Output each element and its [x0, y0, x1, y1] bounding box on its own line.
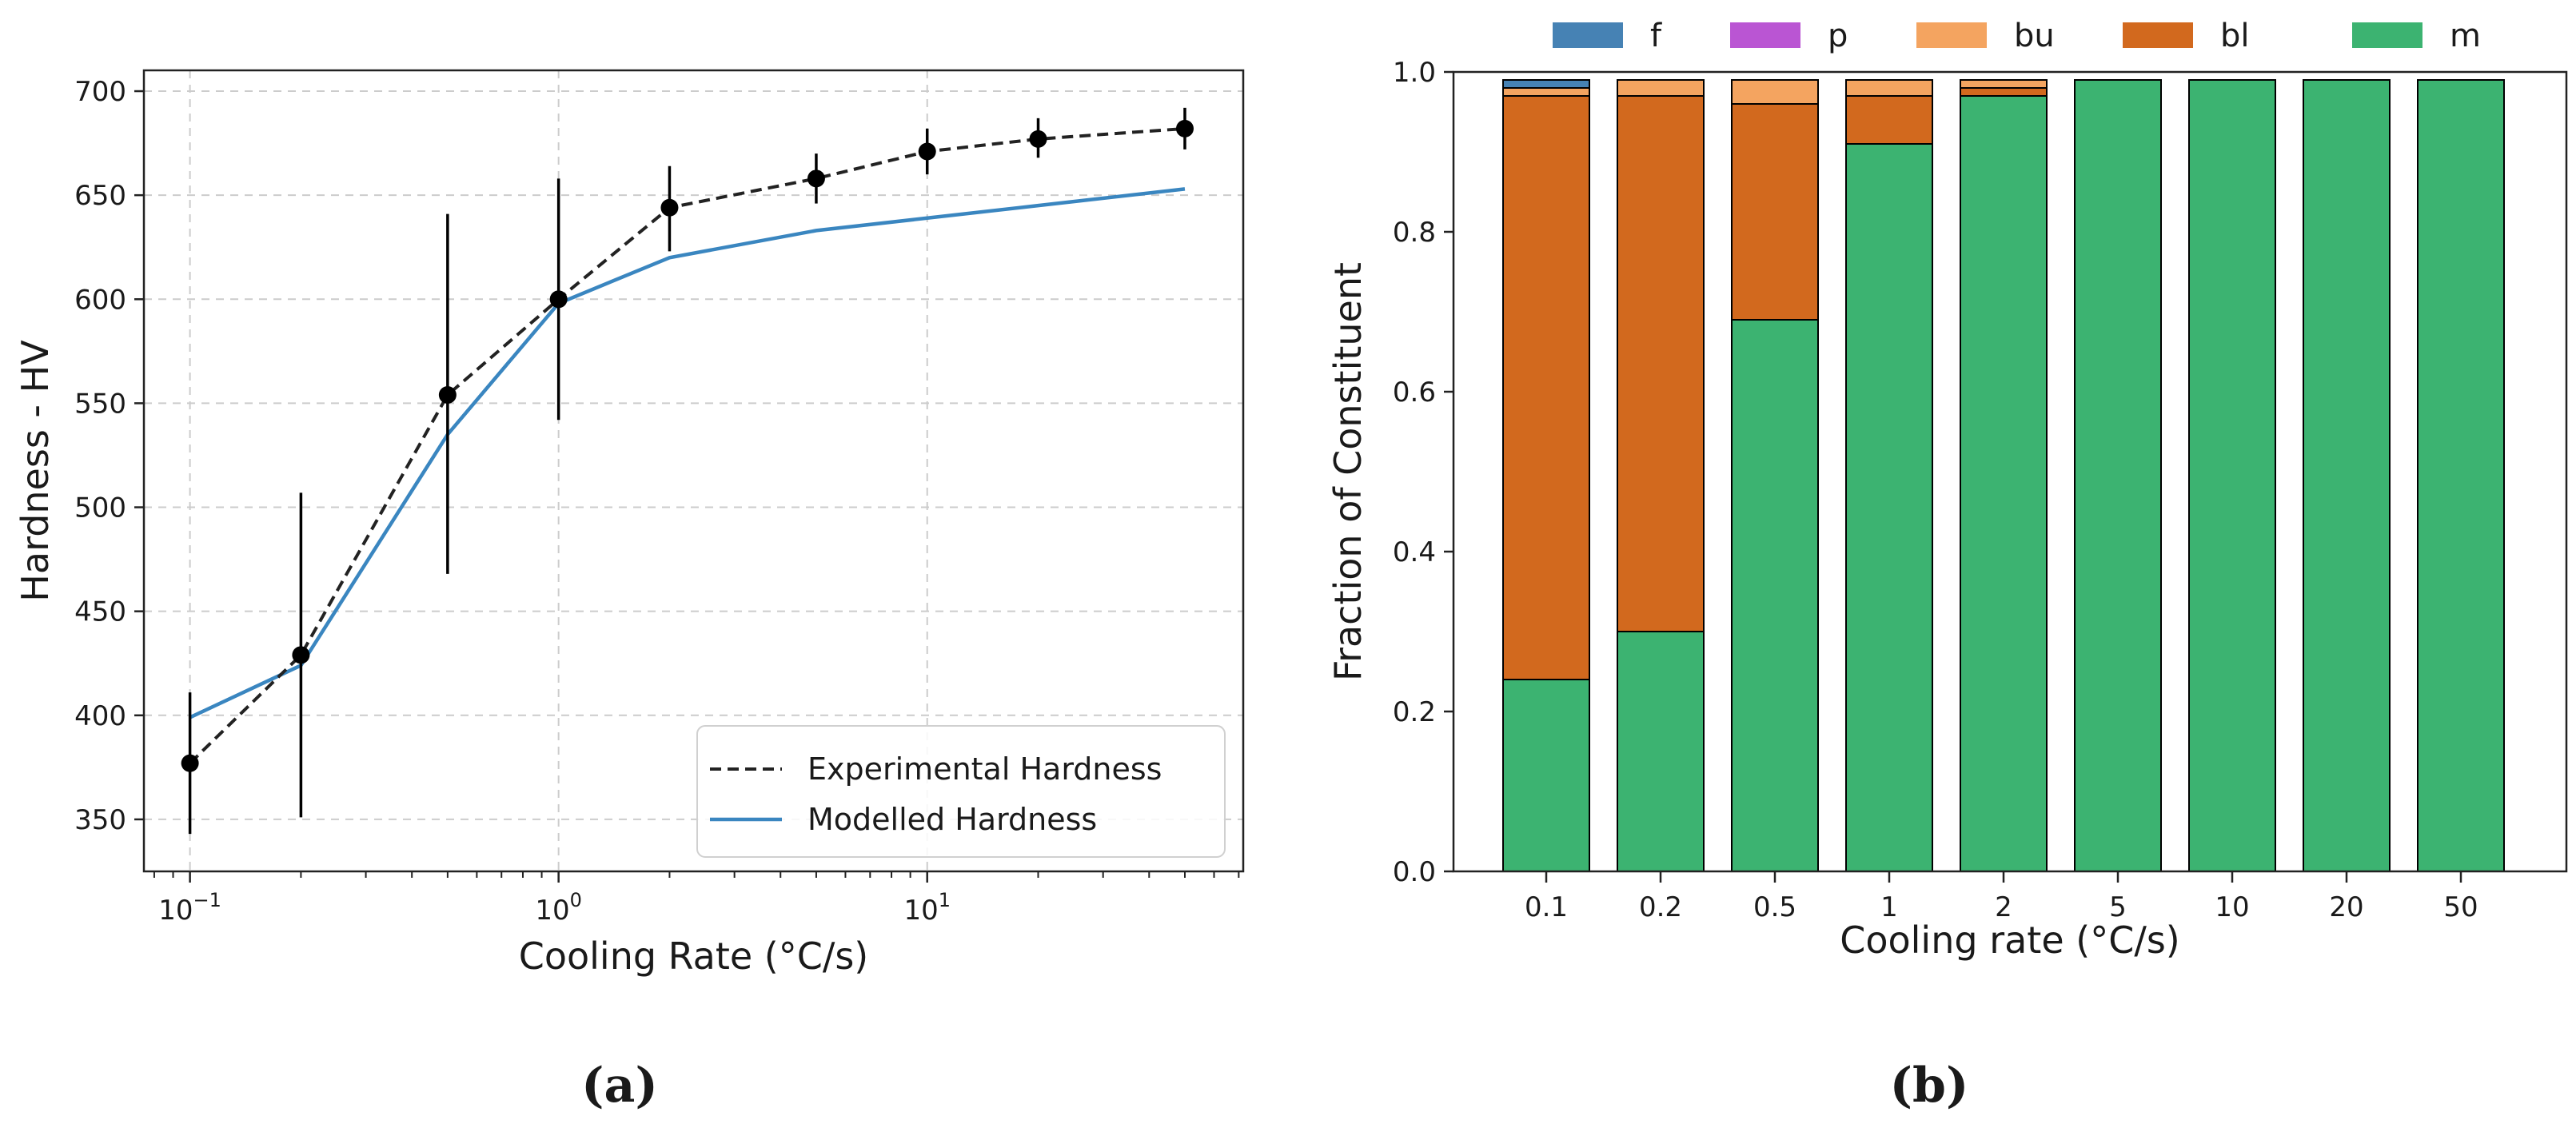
chart-b-bars: [1502, 79, 2505, 872]
bar-m-0.1: [1502, 679, 1590, 872]
experimental-hardness-point: [549, 290, 568, 309]
chart-a-y-tick-label: 700: [74, 76, 126, 108]
legend-label-m: m: [2450, 18, 2481, 54]
bar-bu-0.1: [1502, 87, 1590, 97]
bar-bl-0.5: [1731, 103, 1819, 321]
chart-b-x-tick-label: 20: [2329, 891, 2363, 923]
legend-swatch-f: [1553, 22, 1623, 48]
bar-m-50: [2417, 79, 2505, 872]
bar-bu-1: [1845, 79, 1933, 97]
legend-label-p: p: [1828, 18, 1848, 54]
chart-b-y-axis-label: Fraction of Constituent: [1326, 262, 1370, 681]
bar-bu-2: [1960, 79, 2048, 89]
chart-a-x-tick-label: 10−1: [158, 889, 221, 927]
experimental-hardness-point: [807, 169, 825, 188]
experimental-hardness-point: [292, 646, 310, 664]
chart-a-y-tick-label: 400: [74, 700, 126, 732]
bar-m-0.2: [1617, 631, 1705, 872]
chart-b-y-tick-label: 0.4: [1393, 536, 1436, 568]
chart-b-y-tick-label: 0.6: [1393, 377, 1436, 409]
legend-label-modelled: Modelled Hardness: [807, 802, 1097, 837]
chart-b-y-tick-label: 0.8: [1393, 217, 1436, 249]
chart-b-plot-frame: [1452, 70, 2568, 873]
chart-b-x-tick-label: 50: [2443, 891, 2478, 923]
bar-bl-0.1: [1502, 95, 1590, 680]
modelled-hardness-line: [189, 187, 1186, 719]
chart-b-x-tick-label: 5: [2109, 891, 2127, 923]
legend-label-bl: bl: [2220, 18, 2250, 54]
chart-b-x-tick-label: 0.5: [1753, 891, 1796, 923]
chart-a-y-tick-label: 650: [74, 180, 126, 212]
bar-m-5: [2074, 79, 2162, 872]
bar-bu-0.5: [1731, 79, 1819, 105]
chart-a-ticks: 350 400 450 500 550 600 650 700 10−1 100 101: [74, 76, 1240, 927]
bar-bl-1: [1845, 95, 1933, 145]
chart-b-y-tick-label: 0.2: [1393, 696, 1436, 728]
chart-a-y-axis-label: Hardness - HV: [14, 340, 57, 602]
legend-swatch-p: [1730, 22, 1800, 48]
experimental-hardness-point: [1029, 130, 1047, 148]
experimental-hardness-point: [181, 754, 199, 772]
experimental-hardness-point: [660, 198, 679, 217]
chart-a-y-tick-label: 350: [74, 804, 126, 836]
chart-b-x-axis-label: Cooling rate (°C/s): [1840, 919, 2179, 962]
chart-b-y-tick-label: 1.0: [1393, 57, 1436, 89]
experimental-hardness-line: [189, 126, 1186, 765]
legend-label-f: f: [1650, 18, 1662, 54]
chart-a: 350 400 450 500 550 600 650 700 10−1 100 101 Cooli…: [14, 69, 1245, 1114]
chart-b-y-tick-label: 0.0: [1393, 856, 1436, 888]
chart-a-x-axis-label: Cooling Rate (°C/s): [519, 935, 869, 978]
bar-bl-2: [1960, 87, 2048, 97]
bar-m-0.5: [1731, 319, 1819, 872]
chart-a-y-tick-label: 500: [74, 492, 126, 524]
bar-m-1: [1845, 143, 1933, 872]
chart-a-legend-box: [696, 725, 1226, 858]
legend-swatch-m: [2352, 22, 2422, 48]
chart-a-legend: Experimental Hardness Modelled Hardness: [696, 725, 1226, 858]
chart-a-plot-frame: [142, 69, 1245, 873]
bar-m-2: [1960, 95, 2048, 872]
chart-b-ticks: 0.0 0.2 0.4 0.6 0.8 1.0 0.1 0.2 0.5 1 2 5 10 20 50: [1393, 57, 2478, 923]
chart-b-x-tick-label: 1: [1880, 891, 1898, 923]
legend-label-experimental: Experimental Hardness: [807, 751, 1162, 787]
chart-a-x-tick-label: 100: [535, 889, 582, 927]
chart-b-x-tick-label: 10: [2215, 891, 2249, 923]
experimental-hardness-point: [1175, 119, 1194, 138]
legend-swatch-bl: [2123, 22, 2193, 48]
chart-b: 0.0 0.2 0.4 0.6 0.8 1.0 0.1 0.2 0.5 1 2 5 10 20 50 Coo…: [1326, 18, 2568, 1114]
chart-b-x-tick-label: 2: [1995, 891, 2012, 923]
experimental-hardness-point: [438, 386, 457, 405]
chart-a-y-tick-label: 450: [74, 596, 126, 628]
legend-swatch-bu: [1916, 22, 1987, 48]
chart-a-y-tick-label: 600: [74, 284, 126, 316]
bar-bu-0.2: [1617, 79, 1705, 97]
experimental-hardness-point: [918, 142, 936, 161]
chart-a-y-tick-label: 550: [74, 388, 126, 420]
bar-f-0.1: [1502, 79, 1590, 89]
bar-m-20: [2303, 79, 2391, 872]
legend-label-bu: bu: [2014, 18, 2055, 54]
chart-b-panel-label: (b): [1890, 1058, 1969, 1114]
chart-b-legend: f p bu bl m: [1553, 18, 2481, 54]
chart-a-series: [181, 107, 1194, 835]
chart-a-x-tick-label: 101: [903, 889, 951, 927]
chart-b-x-tick-label: 0.2: [1639, 891, 1682, 923]
chart-b-x-tick-label: 0.1: [1525, 891, 1568, 923]
bar-bl-0.2: [1617, 95, 1705, 632]
chart-a-panel-label: (a): [581, 1058, 658, 1114]
bar-m-10: [2188, 79, 2276, 872]
